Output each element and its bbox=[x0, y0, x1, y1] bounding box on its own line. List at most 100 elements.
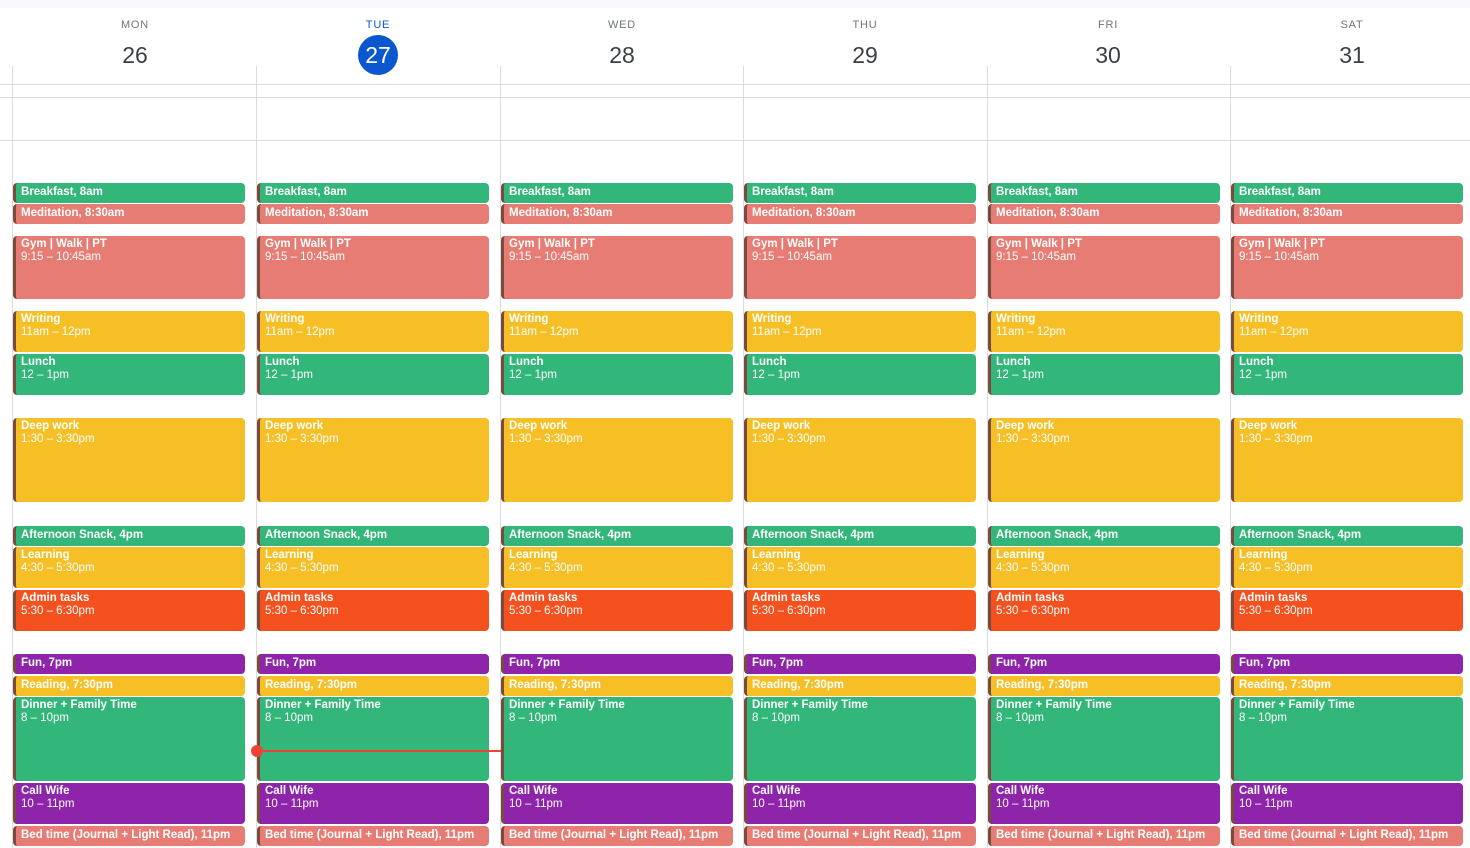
calendar-event[interactable]: Lunch 12 – 1pm bbox=[13, 354, 245, 395]
calendar-event[interactable]: Lunch 12 – 1pm bbox=[501, 354, 733, 395]
calendar-event[interactable]: Breakfast, 8am bbox=[1231, 183, 1463, 203]
grid-row-line bbox=[0, 140, 1470, 141]
calendar-event[interactable]: Admin tasks 5:30 – 6:30pm bbox=[1231, 590, 1463, 631]
calendar-event[interactable]: Meditation, 8:30am bbox=[744, 204, 976, 224]
calendar-event[interactable]: Fun, 7pm bbox=[988, 654, 1220, 674]
event-time: 12 – 1pm bbox=[752, 369, 800, 381]
calendar-event[interactable]: Call Wife 10 – 11pm bbox=[13, 783, 245, 824]
day-number-button[interactable]: 26 bbox=[122, 42, 148, 68]
calendar-event[interactable]: Bed time (Journal + Light Read), 11pm bbox=[988, 826, 1220, 846]
calendar-event[interactable]: Meditation, 8:30am bbox=[257, 204, 489, 224]
calendar-event[interactable]: Meditation, 8:30am bbox=[501, 204, 733, 224]
calendar-event[interactable]: Afternoon Snack, 4pm bbox=[257, 526, 489, 546]
day-number-button[interactable]: 30 bbox=[1095, 42, 1121, 68]
calendar-event[interactable]: Fun, 7pm bbox=[744, 654, 976, 674]
calendar-event[interactable]: Reading, 7:30pm bbox=[257, 676, 489, 696]
calendar-event[interactable]: Learning 4:30 – 5:30pm bbox=[744, 547, 976, 588]
calendar-event[interactable]: Dinner + Family Time 8 – 10pm bbox=[13, 697, 245, 781]
calendar-event[interactable]: Reading, 7:30pm bbox=[744, 676, 976, 696]
calendar-event[interactable]: Admin tasks 5:30 – 6:30pm bbox=[744, 590, 976, 631]
calendar-event[interactable]: Dinner + Family Time 8 – 10pm bbox=[1231, 697, 1463, 781]
calendar-event[interactable]: Writing 11am – 12pm bbox=[988, 311, 1220, 352]
calendar-event[interactable]: Call Wife 10 – 11pm bbox=[501, 783, 733, 824]
calendar-event[interactable]: Breakfast, 8am bbox=[13, 183, 245, 203]
calendar-event[interactable]: Fun, 7pm bbox=[1231, 654, 1463, 674]
calendar-event[interactable]: Gym | Walk | PT 9:15 – 10:45am bbox=[501, 236, 733, 299]
event-title: Reading, 7:30pm bbox=[1239, 679, 1332, 691]
day-number-button[interactable]: 27 bbox=[358, 35, 398, 75]
calendar-event[interactable]: Lunch 12 – 1pm bbox=[744, 354, 976, 395]
calendar-event[interactable]: Afternoon Snack, 4pm bbox=[988, 526, 1220, 546]
calendar-event[interactable]: Writing 11am – 12pm bbox=[257, 311, 489, 352]
calendar-event[interactable]: Learning 4:30 – 5:30pm bbox=[257, 547, 489, 588]
calendar-event[interactable]: Admin tasks 5:30 – 6:30pm bbox=[257, 590, 489, 631]
calendar-event[interactable]: Afternoon Snack, 4pm bbox=[744, 526, 976, 546]
calendar-event[interactable]: Bed time (Journal + Light Read), 11pm bbox=[13, 826, 245, 846]
calendar-event[interactable]: Reading, 7:30pm bbox=[988, 676, 1220, 696]
calendar-event[interactable]: Fun, 7pm bbox=[13, 654, 245, 674]
calendar-event[interactable]: Call Wife 10 – 11pm bbox=[988, 783, 1220, 824]
event-title: Bed time (Journal + Light Read), 11pm bbox=[1239, 829, 1449, 841]
calendar-event[interactable]: Fun, 7pm bbox=[501, 654, 733, 674]
calendar-event[interactable]: Learning 4:30 – 5:30pm bbox=[1231, 547, 1463, 588]
calendar-event[interactable]: Breakfast, 8am bbox=[744, 183, 976, 203]
calendar-event[interactable]: Bed time (Journal + Light Read), 11pm bbox=[744, 826, 976, 846]
event-title: Meditation, 8:30am bbox=[509, 207, 613, 219]
calendar-event[interactable]: Reading, 7:30pm bbox=[13, 676, 245, 696]
event-time: 1:30 – 3:30pm bbox=[265, 433, 339, 445]
calendar-event[interactable]: Gym | Walk | PT 9:15 – 10:45am bbox=[744, 236, 976, 299]
calendar-event[interactable]: Bed time (Journal + Light Read), 11pm bbox=[501, 826, 733, 846]
day-number-button[interactable]: 31 bbox=[1339, 42, 1365, 68]
calendar-event[interactable]: Bed time (Journal + Light Read), 11pm bbox=[1231, 826, 1463, 846]
event-title: Fun, 7pm bbox=[21, 657, 73, 669]
calendar-event[interactable]: Deep work 1:30 – 3:30pm bbox=[13, 418, 245, 502]
calendar-event[interactable]: Afternoon Snack, 4pm bbox=[13, 526, 245, 546]
calendar-event[interactable]: Writing 11am – 12pm bbox=[1231, 311, 1463, 352]
calendar-event[interactable]: Deep work 1:30 – 3:30pm bbox=[988, 418, 1220, 502]
calendar-event[interactable]: Dinner + Family Time 8 – 10pm bbox=[257, 697, 489, 781]
calendar-event[interactable]: Call Wife 10 – 11pm bbox=[744, 783, 976, 824]
calendar-event[interactable]: Dinner + Family Time 8 – 10pm bbox=[744, 697, 976, 781]
calendar-event[interactable]: Learning 4:30 – 5:30pm bbox=[13, 547, 245, 588]
calendar-event[interactable]: Lunch 12 – 1pm bbox=[988, 354, 1220, 395]
calendar-event[interactable]: Lunch 12 – 1pm bbox=[1231, 354, 1463, 395]
calendar-event[interactable]: Bed time (Journal + Light Read), 11pm bbox=[257, 826, 489, 846]
calendar-event[interactable]: Learning 4:30 – 5:30pm bbox=[501, 547, 733, 588]
calendar-event[interactable]: Dinner + Family Time 8 – 10pm bbox=[988, 697, 1220, 781]
calendar-event[interactable]: Deep work 1:30 – 3:30pm bbox=[501, 418, 733, 502]
calendar-event[interactable]: Fun, 7pm bbox=[257, 654, 489, 674]
calendar-event[interactable]: Reading, 7:30pm bbox=[1231, 676, 1463, 696]
calendar-event[interactable]: Breakfast, 8am bbox=[257, 183, 489, 203]
calendar-event[interactable]: Deep work 1:30 – 3:30pm bbox=[1231, 418, 1463, 502]
calendar-event[interactable]: Meditation, 8:30am bbox=[13, 204, 245, 224]
calendar-event[interactable]: Lunch 12 – 1pm bbox=[257, 354, 489, 395]
calendar-event[interactable]: Reading, 7:30pm bbox=[501, 676, 733, 696]
calendar-event[interactable]: Call Wife 10 – 11pm bbox=[1231, 783, 1463, 824]
event-title: Writing bbox=[509, 313, 549, 325]
day-number-button[interactable]: 29 bbox=[852, 42, 878, 68]
calendar-event[interactable]: Dinner + Family Time 8 – 10pm bbox=[501, 697, 733, 781]
calendar-event[interactable]: Writing 11am – 12pm bbox=[501, 311, 733, 352]
calendar-event[interactable]: Afternoon Snack, 4pm bbox=[1231, 526, 1463, 546]
event-title: Afternoon Snack, 4pm bbox=[1239, 529, 1362, 541]
calendar-event[interactable]: Admin tasks 5:30 – 6:30pm bbox=[13, 590, 245, 631]
calendar-event[interactable]: Admin tasks 5:30 – 6:30pm bbox=[501, 590, 733, 631]
calendar-event[interactable]: Writing 11am – 12pm bbox=[13, 311, 245, 352]
calendar-event[interactable]: Admin tasks 5:30 – 6:30pm bbox=[988, 590, 1220, 631]
calendar-event[interactable]: Meditation, 8:30am bbox=[988, 204, 1220, 224]
calendar-event[interactable]: Deep work 1:30 – 3:30pm bbox=[257, 418, 489, 502]
calendar-event[interactable]: Gym | Walk | PT 9:15 – 10:45am bbox=[13, 236, 245, 299]
calendar-event[interactable]: Gym | Walk | PT 9:15 – 10:45am bbox=[257, 236, 489, 299]
calendar-event[interactable]: Writing 11am – 12pm bbox=[744, 311, 976, 352]
calendar-event[interactable]: Gym | Walk | PT 9:15 – 10:45am bbox=[1231, 236, 1463, 299]
calendar-event[interactable]: Meditation, 8:30am bbox=[1231, 204, 1463, 224]
calendar-event[interactable]: Gym | Walk | PT 9:15 – 10:45am bbox=[988, 236, 1220, 299]
calendar-event[interactable]: Deep work 1:30 – 3:30pm bbox=[744, 418, 976, 502]
calendar-event[interactable]: Call Wife 10 – 11pm bbox=[257, 783, 489, 824]
day-number-button[interactable]: 28 bbox=[609, 42, 635, 68]
calendar-event[interactable]: Afternoon Snack, 4pm bbox=[501, 526, 733, 546]
calendar-event[interactable]: Learning 4:30 – 5:30pm bbox=[988, 547, 1220, 588]
calendar-event[interactable]: Breakfast, 8am bbox=[988, 183, 1220, 203]
event-time: 9:15 – 10:45am bbox=[265, 251, 345, 263]
calendar-event[interactable]: Breakfast, 8am bbox=[501, 183, 733, 203]
